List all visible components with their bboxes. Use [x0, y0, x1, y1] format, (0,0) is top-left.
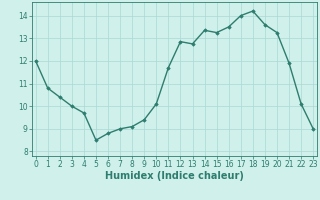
- X-axis label: Humidex (Indice chaleur): Humidex (Indice chaleur): [105, 171, 244, 181]
